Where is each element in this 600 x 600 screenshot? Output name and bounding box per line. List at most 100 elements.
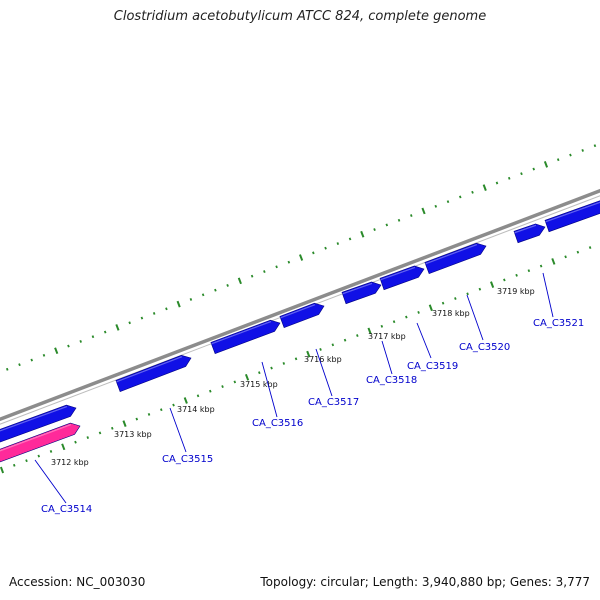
- gene-label[interactable]: CA_C3514: [41, 504, 92, 515]
- inner-minor-tick: [25, 459, 28, 463]
- inner-major-tick: [0, 466, 5, 474]
- inner-minor-tick: [343, 338, 347, 342]
- gene-labels: CA_C3514 CA_C3515 CA_C3516 CA_C3517 CA_C3518…: [34, 272, 584, 515]
- outer-major-tick: [543, 161, 549, 168]
- gene-label[interactable]: CA_C3515: [162, 454, 213, 465]
- inner-minor-tick: [527, 269, 531, 273]
- outer-minor-tick: [128, 321, 131, 325]
- inner-minor-tick: [86, 436, 90, 439]
- accession-text: Accession: NC_003030: [9, 575, 146, 589]
- outer-minor-tick: [434, 204, 438, 208]
- gene-arrow-ca-c3521[interactable]: [513, 223, 546, 244]
- outer-minor-tick: [520, 172, 523, 176]
- outer-major-tick: [360, 230, 365, 238]
- inner-minor-tick: [319, 348, 322, 351]
- outer-minor-tick: [532, 167, 535, 171]
- gene-arrow-ca-c3518[interactable]: [341, 281, 382, 305]
- inner-minor-tick: [270, 366, 273, 370]
- inner-minor-tick: [380, 324, 384, 328]
- inner-minor-tick: [160, 408, 163, 412]
- outer-minor-tick: [18, 363, 21, 367]
- outer-minor-tick: [152, 311, 156, 315]
- feature-track: [0, 200, 600, 469]
- outer-minor-tick: [226, 284, 229, 287]
- genome-backbone: [0, 188, 600, 425]
- inner-major-tick: [490, 281, 495, 288]
- inner-minor-tick: [209, 389, 212, 393]
- inner-major-tick: [122, 420, 127, 427]
- map-title: Clostridium acetobutylicum ATCC 824, com…: [113, 9, 487, 24]
- outer-minor-tick: [67, 344, 70, 348]
- gene-label-leader-line: [542, 272, 554, 318]
- tick-label: 3719 kbp: [497, 287, 535, 296]
- inner-minor-tick: [564, 255, 567, 259]
- inner-minor-tick: [588, 246, 592, 249]
- outer-minor-tick: [581, 148, 584, 152]
- outer-tick-ring: [5, 144, 597, 371]
- inner-minor-tick: [392, 320, 396, 324]
- tick-label: 3716 kbp: [304, 355, 342, 364]
- gene-label[interactable]: CA_C3519: [407, 361, 458, 372]
- outer-minor-tick: [79, 339, 82, 343]
- outer-minor-tick: [42, 353, 46, 357]
- gene-label[interactable]: CA_C3516: [252, 418, 303, 429]
- inner-major-tick: [183, 397, 188, 404]
- outer-major-tick: [54, 347, 59, 355]
- inner-minor-tick: [233, 380, 237, 384]
- outer-minor-tick: [446, 200, 450, 204]
- inner-minor-tick: [258, 371, 261, 375]
- inner-minor-tick: [294, 357, 298, 361]
- inner-major-tick: [428, 304, 433, 312]
- outer-major-tick: [482, 184, 487, 192]
- inner-major-tick: [551, 258, 556, 265]
- inner-major-tick: [244, 373, 250, 381]
- inner-minor-tick: [147, 412, 151, 416]
- gene-label-leader-line: [315, 348, 333, 397]
- gene-arrow-ca-c3519[interactable]: [379, 265, 425, 291]
- outer-minor-tick: [397, 218, 401, 222]
- gene-label[interactable]: CA_C3518: [366, 375, 417, 386]
- inner-minor-tick: [172, 403, 175, 407]
- inner-major-tick: [367, 327, 372, 335]
- gene-label[interactable]: CA_C3520: [459, 342, 510, 353]
- gene-arrow-ca-c3516[interactable]: [210, 319, 281, 354]
- gene-arrow-ca-c3514[interactable]: [0, 422, 81, 469]
- outer-minor-tick: [385, 223, 389, 227]
- outer-minor-tick: [165, 307, 168, 311]
- tick-label: 3715 kbp: [240, 380, 278, 389]
- outer-minor-tick: [287, 260, 291, 264]
- gene-arrow-ca-c3520[interactable]: [424, 242, 487, 274]
- gene-label-leader-line: [416, 322, 432, 359]
- gene-label[interactable]: CA_C3517: [308, 397, 359, 408]
- tick-label: 3713 kbp: [114, 430, 152, 439]
- inner-minor-tick: [12, 463, 16, 467]
- outer-minor-tick: [250, 274, 254, 278]
- gene-label[interactable]: CA_C3521: [533, 318, 584, 329]
- outer-minor-tick: [103, 330, 107, 334]
- inner-minor-tick: [74, 440, 77, 444]
- inner-minor-tick: [478, 287, 482, 291]
- gene-arrow-ca-c3517[interactable]: [279, 302, 325, 328]
- tick-labels: 3712 kbp 3713 kbp 3714 kbp 3715 kbp 3716 kbp…: [51, 287, 535, 467]
- outer-minor-tick: [5, 367, 9, 371]
- gene-label-leader-line: [261, 361, 278, 418]
- gene-arrow-offscreen-left[interactable]: [0, 404, 77, 449]
- outer-minor-tick: [275, 265, 278, 269]
- outer-minor-tick: [471, 190, 474, 194]
- outer-minor-tick: [458, 195, 462, 199]
- inner-minor-tick: [503, 278, 506, 282]
- outer-minor-tick: [569, 153, 572, 157]
- outer-minor-tick: [507, 176, 511, 180]
- inner-minor-tick: [466, 292, 469, 296]
- inner-major-tick: [61, 443, 66, 451]
- outer-major-tick: [421, 207, 426, 215]
- inner-minor-tick: [417, 310, 420, 314]
- outer-major-tick: [299, 254, 304, 261]
- inner-minor-tick: [196, 394, 200, 398]
- tick-label: 3712 kbp: [51, 458, 89, 467]
- outer-minor-tick: [410, 214, 413, 218]
- genome-summary-text: Topology: circular; Length: 3,940,880 bp…: [260, 575, 590, 589]
- gene-arrow-ca-c3515[interactable]: [115, 354, 192, 392]
- outer-major-tick: [115, 324, 120, 331]
